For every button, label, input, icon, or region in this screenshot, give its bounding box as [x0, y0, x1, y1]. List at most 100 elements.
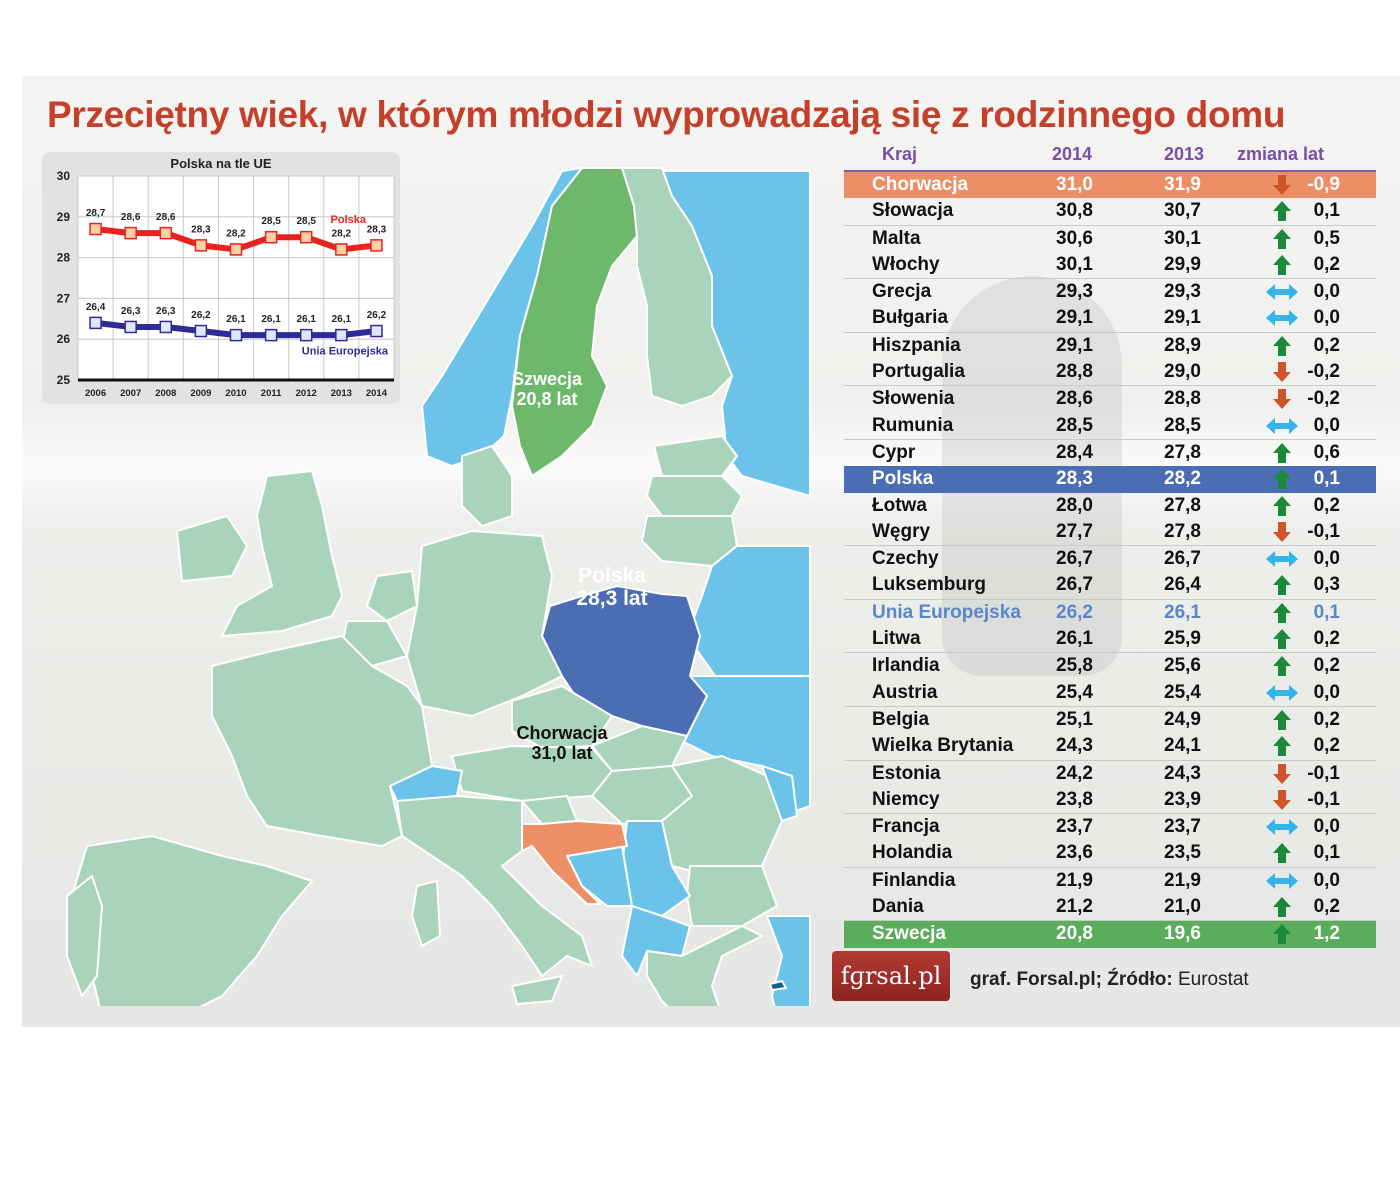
- table-row: Słowenia 28,6 28,8 -0,2: [844, 386, 1376, 412]
- x-tick-label: 2013: [331, 388, 352, 399]
- table-row: Finlandia 21,9 21,9 0,0: [844, 868, 1376, 894]
- x-tick-label: 2012: [296, 388, 317, 399]
- cell-2013: 27,8: [1164, 494, 1201, 516]
- table-row: Belgia 25,1 24,9 0,2: [844, 707, 1376, 733]
- cell-country: Łotwa: [872, 494, 927, 516]
- legend-polska: Polska: [331, 214, 367, 226]
- cell-change: -0,2: [1307, 361, 1340, 383]
- data-label: 26,2: [367, 310, 387, 321]
- arrow-up-icon: [1264, 575, 1300, 596]
- cell-2014: 26,7: [1056, 574, 1093, 596]
- cell-country: Rumunia: [872, 414, 954, 436]
- cell-2013: 23,5: [1164, 842, 1201, 864]
- map-denmark: [461, 445, 513, 527]
- x-tick-label: 2011: [261, 388, 282, 399]
- map-turkey: [766, 915, 811, 1006]
- cell-2013: 28,9: [1164, 334, 1201, 356]
- cell-2014: 25,4: [1056, 681, 1093, 703]
- data-label: 28,6: [121, 212, 141, 223]
- cell-country: Unia Europejska: [872, 601, 1021, 623]
- table-row: Węgry 27,7 27,8 -0,1: [844, 519, 1376, 547]
- table-row: Malta 30,6 30,1 0,5: [844, 226, 1376, 252]
- arrow-down-icon: [1264, 175, 1300, 195]
- table-header: Kraj 2014 2013 zmiana lat: [844, 142, 1376, 172]
- map-cyprus: [769, 980, 787, 991]
- arrow-left-right-icon: [1264, 871, 1300, 891]
- cell-change: 0,0: [1313, 869, 1340, 891]
- cell-country: Irlandia: [872, 655, 940, 677]
- arrow-up-icon: [1264, 201, 1300, 222]
- x-tick-label: 2006: [85, 388, 106, 399]
- x-tick-label: 2014: [366, 388, 388, 399]
- cell-country: Grecja: [872, 281, 932, 303]
- cell-country: Bułgaria: [872, 307, 949, 329]
- table-row: Irlandia 25,8 25,6 0,2: [844, 653, 1376, 679]
- source-credit: graf. Forsal.pl; Źródło: Eurostat: [970, 969, 1249, 991]
- cell-2013: 25,4: [1164, 681, 1201, 703]
- map-italy: [396, 795, 593, 977]
- arrow-up-icon: [1264, 228, 1300, 249]
- cell-2013: 24,3: [1164, 762, 1201, 784]
- cell-2013: 29,0: [1164, 361, 1201, 383]
- cell-2014: 29,3: [1056, 281, 1093, 303]
- map-portugal: [66, 875, 103, 997]
- cell-change: 0,2: [1313, 708, 1340, 730]
- map-estonia: [653, 435, 738, 477]
- cell-country: Słowenia: [872, 388, 955, 410]
- cell-2014: 28,8: [1056, 361, 1093, 383]
- cell-country: Holandia: [872, 842, 953, 864]
- cell-2013: 25,6: [1164, 655, 1201, 677]
- cell-2013: 26,7: [1164, 548, 1201, 570]
- cell-change: 0,1: [1313, 468, 1340, 490]
- map-spain: [66, 835, 313, 1006]
- table-row: Czechy 26,7 26,7 0,0: [844, 546, 1376, 572]
- data-point-marker: [124, 226, 137, 240]
- arrow-left-right-icon: [1264, 817, 1300, 837]
- source-name: Eurostat: [1177, 969, 1249, 990]
- header-country: Kraj: [882, 144, 918, 164]
- data-label: 26,1: [261, 314, 281, 325]
- x-tick-label: 2010: [225, 388, 246, 399]
- cell-country: Szwecja: [872, 923, 946, 945]
- map-greece: [646, 925, 763, 1006]
- table-row: Dania 21,2 21,0 0,2: [844, 894, 1376, 922]
- cell-2014: 25,8: [1056, 655, 1093, 677]
- cell-2014: 23,7: [1056, 816, 1093, 838]
- cell-change: 0,0: [1313, 307, 1340, 329]
- data-point-marker: [264, 230, 278, 244]
- data-point-marker: [194, 239, 208, 252]
- data-label: 28,2: [226, 228, 246, 239]
- cell-country: Polska: [872, 468, 934, 490]
- y-tick-label: 30: [57, 169, 71, 183]
- cell-country: Austria: [872, 681, 938, 703]
- cell-country: Włochy: [872, 253, 940, 275]
- arrow-up-icon: [1264, 924, 1300, 945]
- cell-2013: 24,1: [1164, 735, 1201, 757]
- cell-change: 0,2: [1313, 628, 1340, 650]
- cell-2014: 30,8: [1056, 200, 1093, 222]
- y-tick-label: 25: [57, 373, 71, 387]
- cell-country: Chorwacja: [872, 174, 969, 195]
- table-row: Włochy 30,1 29,9 0,2: [844, 252, 1376, 280]
- cell-country: Litwa: [872, 628, 921, 650]
- table-row: Cypr 28,4 27,8 0,6: [844, 440, 1376, 466]
- data-point-marker: [194, 324, 208, 338]
- cell-country: Wielka Brytania: [872, 735, 1014, 757]
- map-sweden: [511, 167, 638, 477]
- cell-2014: 30,6: [1056, 227, 1093, 249]
- cell-country: Estonia: [872, 762, 941, 784]
- map-belarus: [686, 545, 811, 687]
- data-label: 26,3: [121, 306, 141, 317]
- cell-2014: 27,7: [1056, 520, 1093, 542]
- cell-change: 0,2: [1313, 494, 1340, 516]
- cell-2014: 24,2: [1056, 762, 1093, 784]
- table-row: Portugalia 28,8 29,0 -0,2: [844, 359, 1376, 387]
- data-label: 26,1: [332, 314, 352, 325]
- cell-2014: 23,6: [1056, 842, 1093, 864]
- data-label: 26,1: [226, 314, 246, 325]
- header-2014: 2014: [1052, 144, 1093, 164]
- table-row: Łotwa 28,0 27,8 0,2: [844, 493, 1376, 519]
- cell-change: 0,0: [1313, 281, 1340, 303]
- cell-change: 0,1: [1313, 200, 1340, 222]
- cell-country: Czechy: [872, 548, 939, 570]
